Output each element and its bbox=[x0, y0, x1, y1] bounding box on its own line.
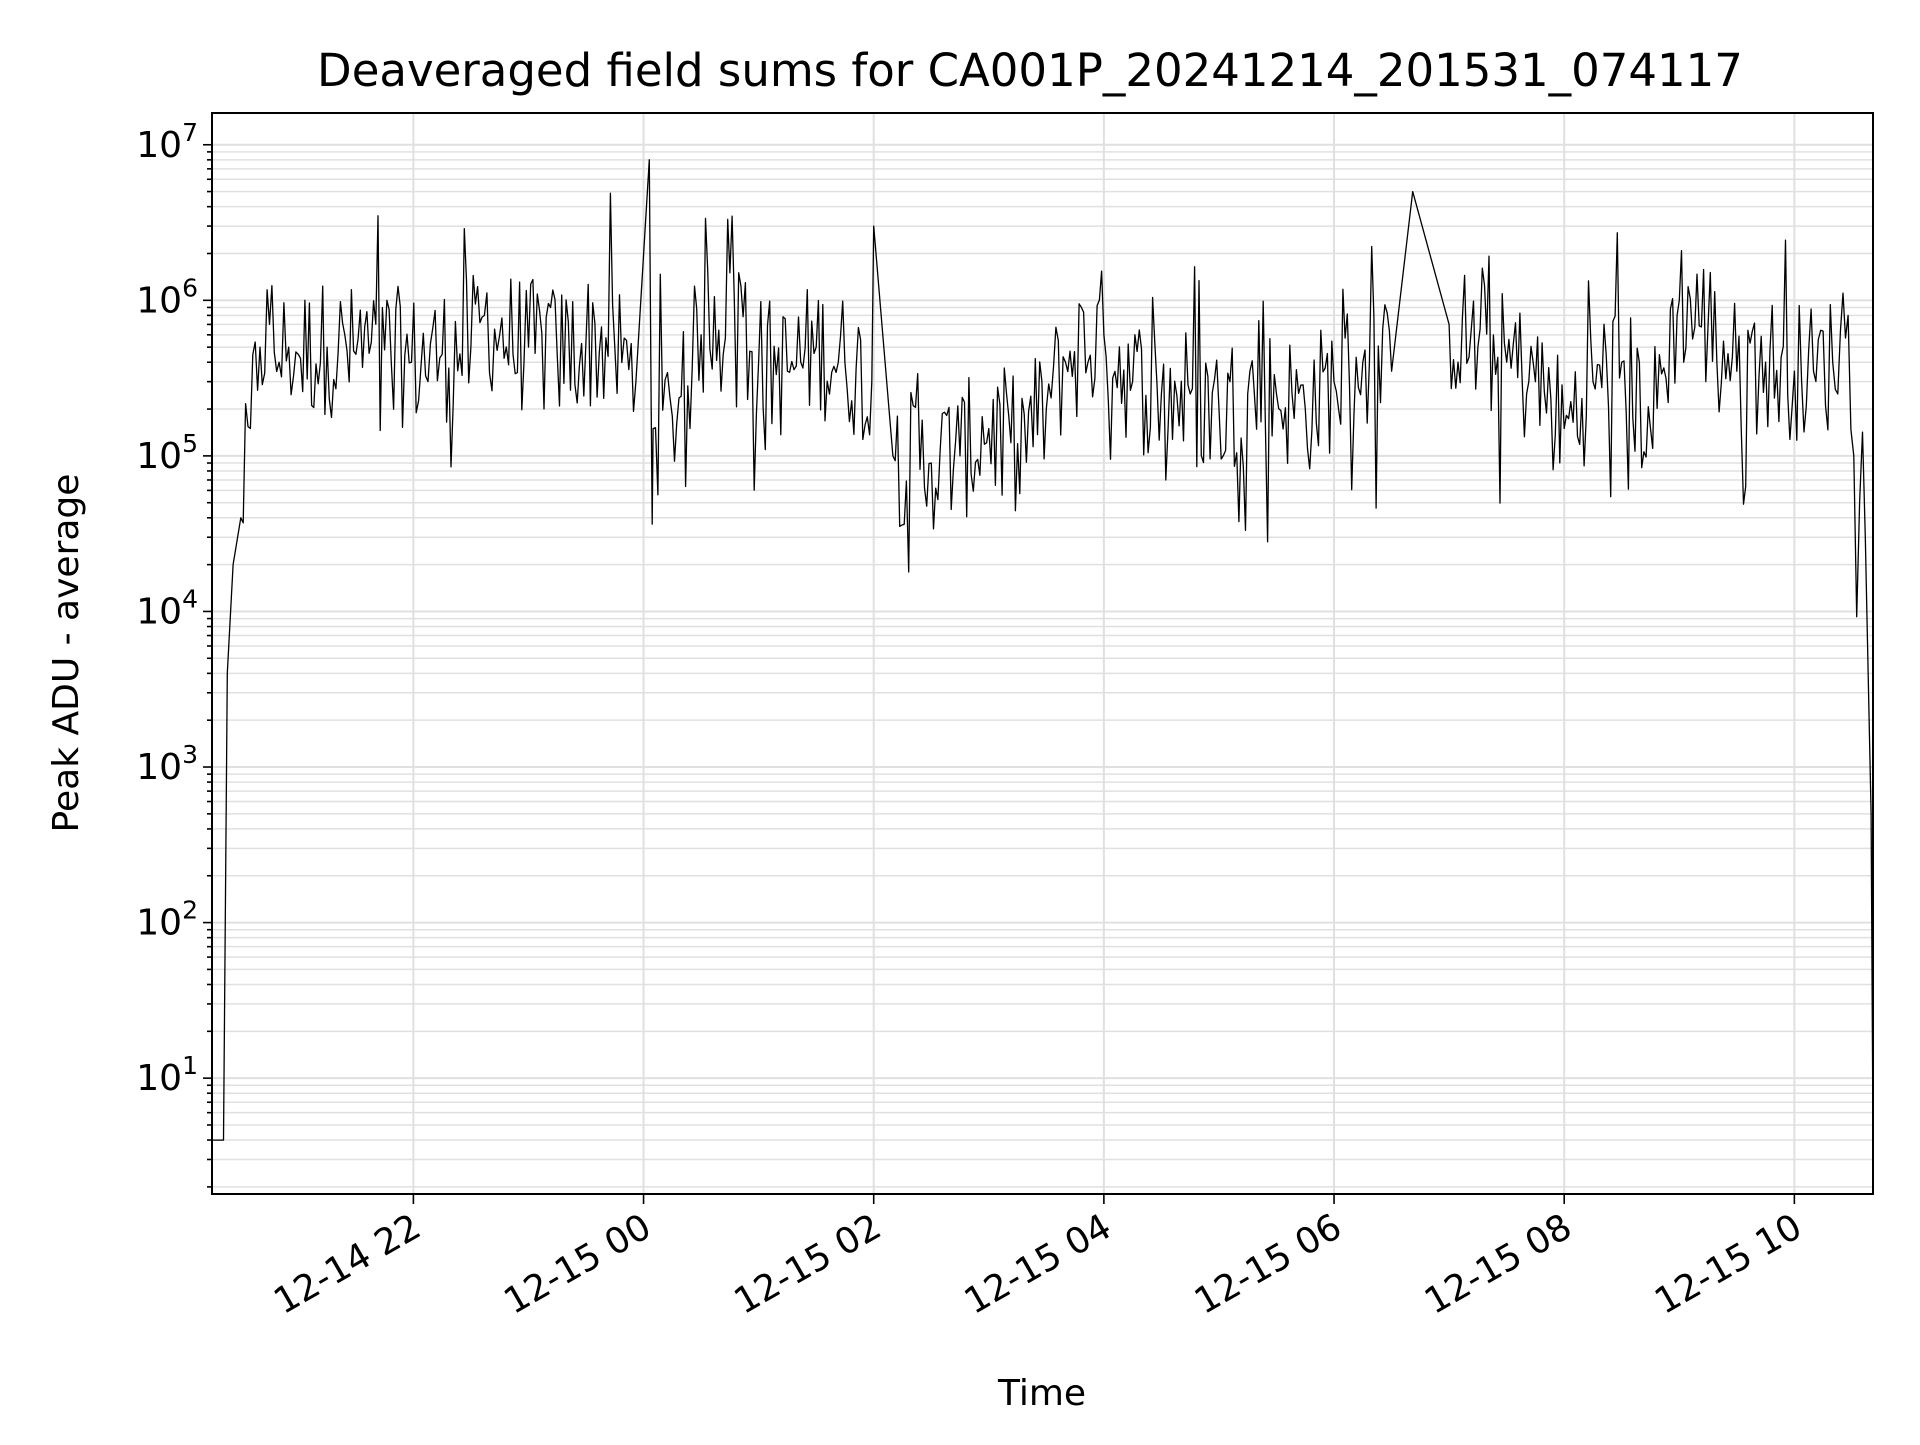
grid-lines bbox=[212, 113, 1873, 1194]
series-layer bbox=[212, 159, 1874, 1141]
y-axis: 101 102 103 104 105 106 107 bbox=[136, 118, 212, 1188]
x-axis: 12-14 22 12-15 00 12-15 02 12-15 04 12-15 06… bbox=[267, 1194, 1809, 1323]
x-tick-label: 12-15 04 bbox=[958, 1206, 1119, 1322]
y-tick-label: 107 bbox=[136, 118, 198, 166]
chart-title: Deaveraged field sums for CA001P_2024121… bbox=[317, 44, 1743, 97]
plot-frame bbox=[211, 112, 1874, 1195]
y-tick-label: 101 bbox=[136, 1051, 198, 1099]
y-tick-label: 105 bbox=[136, 429, 198, 477]
x-tick-label: 12-14 22 bbox=[267, 1206, 428, 1322]
series-line bbox=[212, 159, 1874, 1141]
x-tick-label: 12-15 06 bbox=[1188, 1206, 1349, 1322]
y-tick-label: 106 bbox=[136, 273, 198, 321]
y-axis-label: Peak ADU - average bbox=[46, 474, 87, 833]
x-tick-label: 12-15 08 bbox=[1418, 1206, 1579, 1322]
y-tick-label: 102 bbox=[136, 896, 198, 944]
y-tick-label: 104 bbox=[136, 584, 198, 632]
x-tick-label: 12-15 00 bbox=[497, 1206, 658, 1322]
x-tick-label: 12-15 02 bbox=[728, 1206, 889, 1322]
x-axis-label: Time bbox=[997, 1373, 1086, 1414]
x-tick-label: 12-15 10 bbox=[1648, 1206, 1809, 1322]
y-tick-label: 103 bbox=[136, 740, 198, 788]
